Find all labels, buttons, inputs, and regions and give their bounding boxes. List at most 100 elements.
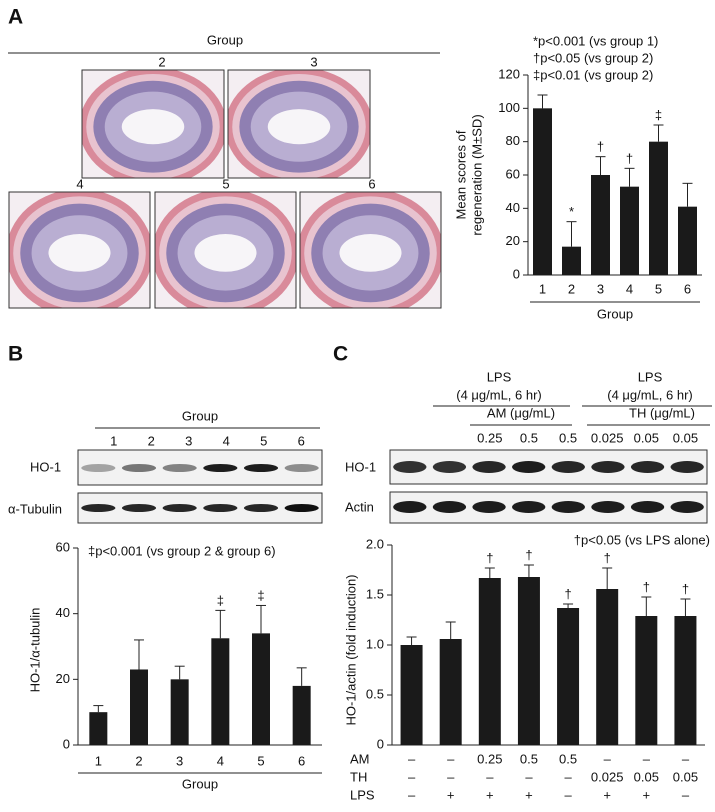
condition-sublabel: (4 μg/mL, 6 hr): [456, 387, 542, 402]
y-label: Mean scores of: [453, 130, 468, 219]
y-tick-label: 0: [377, 736, 384, 751]
blot-band: [203, 464, 238, 472]
blot-band: [432, 501, 467, 513]
x-tick-label: 2: [568, 281, 575, 296]
bar: [211, 638, 230, 745]
bar: [591, 175, 610, 275]
x-tick-label: 2: [135, 753, 142, 768]
treatment-value: 0.5: [559, 751, 577, 766]
y-tick-label: 20: [56, 671, 70, 686]
significance-mark: †: [597, 139, 604, 154]
image-label: 3: [310, 54, 317, 69]
bar: [678, 206, 697, 275]
treatment-value: 0.05: [634, 769, 659, 784]
blot-band: [551, 501, 585, 513]
blot-band: [203, 504, 238, 512]
blot-band: [591, 461, 625, 473]
significance-mark: ‡: [655, 107, 662, 122]
x-tick-label: 4: [626, 281, 633, 296]
lane-label: 1: [110, 433, 117, 448]
treatment-value: –: [682, 751, 690, 766]
blot-band: [591, 501, 625, 513]
blot-band: [512, 501, 546, 513]
treatment-value: 0.05: [673, 769, 698, 784]
treatment-value: –: [486, 769, 494, 784]
note: ‡p<0.01 (vs group 2): [533, 67, 653, 82]
bar: [562, 246, 581, 275]
note: †p<0.05 (vs LPS alone): [574, 532, 710, 547]
bar: [478, 578, 501, 745]
x-tick-label: 3: [176, 753, 183, 768]
y-tick-label: 40: [56, 605, 70, 620]
treatment-value: +: [603, 787, 611, 802]
significance-mark: ‡: [257, 588, 264, 603]
treatment-value: –: [604, 751, 612, 766]
treatment-value: +: [643, 787, 651, 802]
significance-mark: ‡: [217, 593, 224, 608]
image-label: 6: [368, 176, 375, 191]
x-label: Group: [182, 776, 218, 791]
significance-mark: †: [682, 581, 689, 596]
x-tick-label: 4: [217, 753, 224, 768]
dose-label: 0.5: [559, 430, 577, 445]
x-label: Group: [597, 306, 633, 321]
bar: [649, 141, 668, 275]
blot-band: [512, 461, 546, 473]
y-label: HO-1/α-tubulin: [27, 608, 42, 693]
treatment-value: –: [643, 751, 651, 766]
blot-band: [284, 504, 319, 512]
bar: [557, 608, 580, 745]
bar: [170, 679, 189, 745]
panel-label: A: [8, 6, 23, 29]
treatment-value: +: [525, 787, 533, 802]
note: ‡p<0.001 (vs group 2 & group 6): [88, 543, 276, 558]
x-tick-label: 5: [655, 281, 662, 296]
panel-label: B: [8, 343, 23, 366]
condition-label: LPS: [638, 369, 663, 384]
blot-box: [77, 449, 323, 486]
image-label: 2: [158, 54, 165, 69]
bar: [596, 589, 619, 745]
lane-label: 5: [260, 433, 267, 448]
agent-label: TH (μg/mL): [629, 405, 695, 420]
bar: [620, 186, 639, 275]
dose-label: 0.025: [591, 430, 624, 445]
treatment-value: –: [408, 751, 416, 766]
y-tick-label: 0: [63, 736, 70, 751]
image-label: 4: [76, 176, 83, 191]
y-tick-label: 80: [506, 133, 520, 148]
y-tick-label: 60: [56, 539, 70, 554]
lane-label: 2: [148, 433, 155, 448]
treatment-value: –: [408, 787, 416, 802]
treatment-value: 0.025: [591, 769, 624, 784]
bar: [517, 577, 540, 745]
panel-label: C: [333, 343, 348, 366]
significance-mark: †: [486, 550, 493, 565]
blot-band: [630, 461, 665, 473]
blot-band: [472, 501, 506, 513]
treatment-value: –: [408, 769, 416, 784]
blot-row-label: α-Tubulin: [8, 501, 62, 516]
significance-mark: †: [564, 586, 571, 601]
y-tick-label: 120: [498, 66, 520, 81]
blot-band: [162, 504, 197, 512]
blot-band: [81, 504, 116, 512]
treatment-value: –: [682, 787, 690, 802]
x-tick-label: 6: [684, 281, 691, 296]
blot-band: [670, 501, 704, 513]
significance-mark: †: [604, 550, 611, 565]
blot-band: [670, 461, 704, 473]
bar: [252, 633, 270, 745]
blot-band: [284, 464, 319, 472]
blot-band: [551, 461, 585, 473]
bar: [130, 669, 148, 745]
note: †p<0.05 (vs group 2): [533, 50, 653, 65]
image-label: 5: [222, 176, 229, 191]
blot-band: [243, 504, 279, 512]
blot-row-label: HO-1: [30, 459, 61, 474]
lane-label: 6: [298, 433, 305, 448]
y-tick-label: 0.5: [366, 686, 384, 701]
treatment-value: –: [564, 787, 572, 802]
x-tick-label: 1: [539, 281, 546, 296]
treatment-name: TH: [350, 769, 367, 784]
